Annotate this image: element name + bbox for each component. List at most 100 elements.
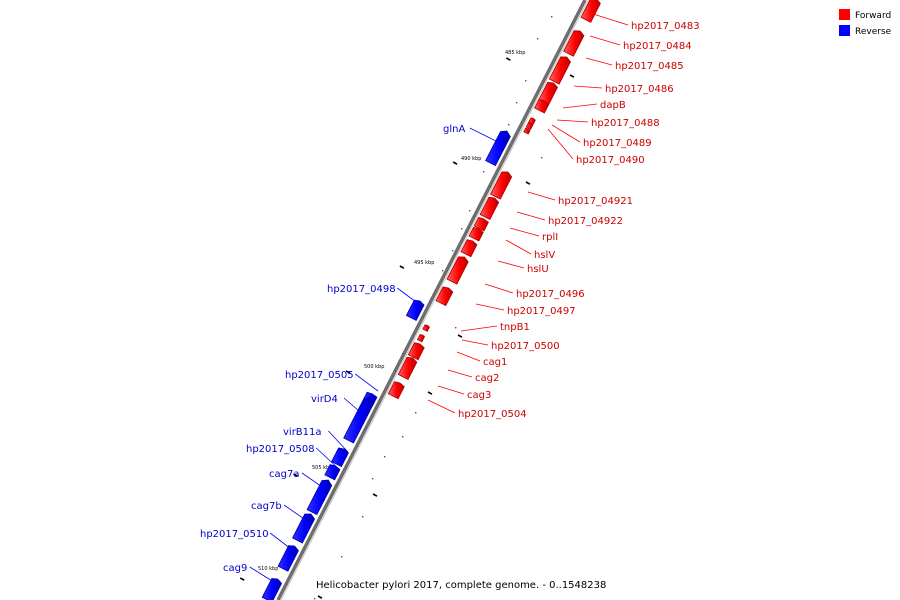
reverse-gene-label: cag7b xyxy=(251,501,282,512)
position-dot xyxy=(442,270,444,272)
forward-gene-feature xyxy=(407,342,425,361)
forward-gene-feature xyxy=(387,381,405,400)
tick-mark xyxy=(345,370,351,374)
position-dot xyxy=(490,186,492,188)
leader-line xyxy=(551,124,581,143)
position-dot xyxy=(455,327,457,329)
tick-mark xyxy=(569,74,575,78)
leader-line xyxy=(437,385,465,395)
reverse-gene-feature xyxy=(292,513,316,544)
forward-gene-feature xyxy=(580,0,601,23)
legend-reverse-label: Reverse xyxy=(855,27,892,37)
forward-gene-label: hp2017_0488 xyxy=(591,118,660,129)
leader-line xyxy=(547,128,574,160)
position-dot xyxy=(415,412,417,414)
tick-label: 510 kbp xyxy=(258,566,278,572)
forward-gene-label: dapB xyxy=(600,100,626,111)
tick-mark xyxy=(457,334,463,338)
tick-label: 500 kbp xyxy=(364,364,384,370)
leader-line xyxy=(447,369,473,378)
forward-gene-label: hp2017_0486 xyxy=(605,84,674,95)
genome-backbone xyxy=(276,0,589,600)
position-dot xyxy=(525,80,527,82)
leader-line xyxy=(562,103,598,109)
position-dots xyxy=(314,16,553,600)
forward-gene-label: hp2017_0485 xyxy=(615,61,684,72)
tick-label: 485 kbp xyxy=(505,50,525,56)
genome-caption: Helicobacter pylori 2017, complete genom… xyxy=(316,580,606,591)
forward-gene-label: hp2017_0504 xyxy=(458,409,527,420)
forward-gene-label: cag3 xyxy=(467,390,491,401)
tick-mark xyxy=(239,577,245,581)
leader-line xyxy=(461,339,489,346)
reverse-gene-feature xyxy=(485,130,511,167)
position-dot xyxy=(395,370,397,372)
leader-line xyxy=(460,325,498,332)
reverse-gene-label: cag9 xyxy=(223,563,247,574)
tick-label: 505 kbp xyxy=(312,465,332,471)
forward-gene-label: hp2017_04921 xyxy=(558,196,633,207)
reverse-gene-feature xyxy=(277,545,299,572)
leader-line xyxy=(589,12,629,26)
leader-line xyxy=(497,260,525,269)
forward-gene-feature xyxy=(563,30,585,57)
tick-mark xyxy=(399,265,405,269)
leader-line xyxy=(427,399,456,414)
position-dot xyxy=(402,353,404,355)
reverse-gene-label: glnA xyxy=(443,124,465,135)
legend: Forward Reverse xyxy=(839,9,892,37)
tick-mark xyxy=(505,57,511,61)
leader-line xyxy=(456,351,481,362)
reverse-gene-label: hp2017_0510 xyxy=(200,529,269,540)
forward-gene-feature xyxy=(489,171,513,200)
leader-line xyxy=(475,303,505,311)
forward-gene-label: hp2017_04922 xyxy=(548,216,623,227)
leader-line xyxy=(589,35,621,46)
leader-line xyxy=(354,373,379,392)
label-leaders xyxy=(249,12,629,585)
gene-labels: hp2017_0483 hp2017_0484 hp2017_0485 hp2017_… xyxy=(200,21,700,574)
position-dot xyxy=(551,16,553,18)
reverse-gene-feature xyxy=(343,396,375,444)
forward-gene-feature xyxy=(523,127,531,135)
forward-gene-feature xyxy=(446,256,469,285)
leader-line xyxy=(328,430,349,453)
forward-gene-label: hslU xyxy=(527,264,549,275)
position-dot xyxy=(469,210,471,212)
forward-gene-label: hp2017_0489 xyxy=(583,138,652,149)
reverse-gene-label: cag7a xyxy=(269,469,299,480)
tick-mark xyxy=(525,181,531,185)
legend-reverse-swatch xyxy=(839,25,850,36)
position-dot xyxy=(384,456,386,458)
reverse-gene-feature xyxy=(324,464,341,481)
reverse-gene-label: hp2017_0508 xyxy=(246,444,315,455)
tick-mark xyxy=(317,595,323,599)
tick-mark xyxy=(427,391,433,395)
forward-gene-label: rplI xyxy=(542,232,558,243)
leader-line xyxy=(585,57,613,66)
forward-gene-label: hp2017_0490 xyxy=(576,155,645,166)
tick-mark xyxy=(452,161,458,165)
forward-gene-label: cag2 xyxy=(475,373,499,384)
forward-gene-feature xyxy=(525,122,534,130)
forward-gene-feature xyxy=(473,216,489,232)
legend-forward-label: Forward xyxy=(855,11,891,21)
reverse-gene-label: virB11a xyxy=(283,427,322,438)
reverse-gene-feature xyxy=(306,479,333,516)
forward-gene-feature xyxy=(422,324,430,332)
position-dot xyxy=(537,38,539,40)
position-dot xyxy=(452,250,454,252)
tick-label: 495 kbp xyxy=(414,260,434,266)
forward-gene-feature xyxy=(397,356,418,380)
forward-gene-feature xyxy=(435,286,454,307)
leader-line xyxy=(505,239,532,255)
forward-gene-label: hp2017_0497 xyxy=(507,306,576,317)
reverse-gene-label: virD4 xyxy=(311,394,338,405)
tick-mark xyxy=(372,493,378,497)
forward-gene-feature xyxy=(468,226,484,242)
position-dot xyxy=(461,228,463,230)
forward-gene-feature xyxy=(416,333,426,343)
forward-gene-label: hp2017_0496 xyxy=(516,289,585,300)
position-dot xyxy=(402,436,404,438)
forward-gene-label: cag1 xyxy=(483,357,507,368)
